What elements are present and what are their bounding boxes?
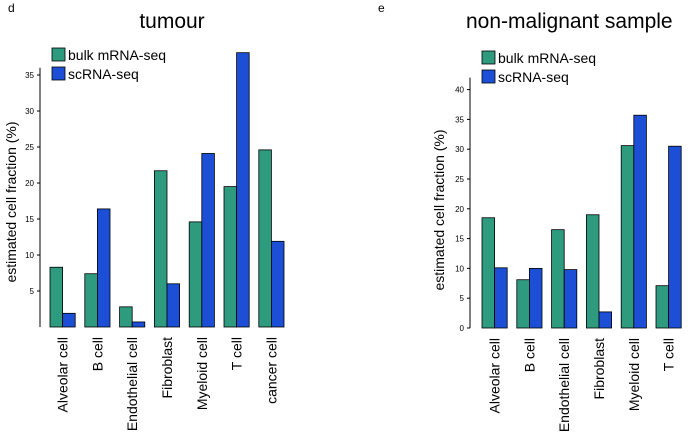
y-tick-label: 25 bbox=[455, 175, 464, 184]
legend: bulk mRNA-seq scRNA-seq bbox=[481, 50, 596, 85]
bar-bulk-t-cell bbox=[223, 186, 238, 328]
bar-sc-myeloid-cell bbox=[201, 153, 215, 328]
x-category-label: B cell bbox=[521, 338, 537, 372]
y-axis-label: estimated cell fraction (%) bbox=[3, 121, 19, 282]
chart-panel-non-malignant: e non-malignant sample estimated cell fr… bbox=[378, 1, 682, 432]
x-category-label: T cell bbox=[661, 338, 677, 371]
bar-bulk-alveolar-cell bbox=[481, 217, 496, 329]
bar-sc-endothelial-cell bbox=[563, 269, 578, 329]
bar-sc-b-cell bbox=[97, 208, 111, 328]
bar-bulk-endothelial-cell bbox=[119, 306, 133, 328]
y-tick-label: 25 bbox=[25, 143, 34, 152]
legend-swatch-bulk bbox=[51, 47, 66, 62]
bar-sc-alveolar-cell bbox=[62, 312, 76, 328]
legend-label-sc: scRNA-seq bbox=[498, 69, 569, 85]
bar-bulk-b-cell bbox=[84, 273, 98, 328]
legend-swatch-sc bbox=[481, 69, 496, 84]
legend-swatch-bulk bbox=[481, 50, 496, 65]
panel-letter: e bbox=[378, 1, 385, 15]
bar-sc-endothelial-cell bbox=[131, 321, 146, 328]
panel-letter: d bbox=[8, 1, 15, 15]
bar-bulk-b-cell bbox=[516, 279, 530, 329]
bar-sc-t-cell bbox=[668, 145, 682, 329]
legend-label-bulk: bulk mRNA-seq bbox=[68, 47, 166, 63]
bar-sc-t-cell bbox=[236, 52, 250, 328]
bar-sc-fibroblast bbox=[598, 311, 613, 329]
chart-panel-tumour: d tumour estimated cell fraction (%) bul… bbox=[3, 1, 285, 431]
x-category-label: B cell bbox=[89, 337, 105, 371]
legend-label-sc: scRNA-seq bbox=[68, 66, 139, 82]
bar-bulk-cancer-cell bbox=[258, 149, 272, 328]
y-tick-label: 35 bbox=[25, 71, 34, 80]
bar-bulk-fibroblast bbox=[153, 170, 168, 328]
x-category-label: Endothelial cell bbox=[556, 338, 572, 432]
y-tick-label: 10 bbox=[455, 264, 464, 273]
plot-area: 5 10 15 20 25 30 35 Alveolar cell B cell Endothel… bbox=[25, 52, 285, 431]
bar-bulk-myeloid-cell bbox=[620, 145, 635, 329]
legend-swatch-sc bbox=[51, 66, 66, 81]
bar-bulk-alveolar-cell bbox=[49, 266, 64, 328]
y-tick-label: 20 bbox=[25, 179, 34, 188]
legend: bulk mRNA-seq scRNA-seq bbox=[51, 47, 166, 82]
y-tick-label: 10 bbox=[25, 251, 34, 260]
bar-sc-fibroblast bbox=[166, 283, 181, 328]
y-tick-label: 0 bbox=[460, 324, 465, 333]
bar-bulk-endothelial-cell bbox=[551, 229, 565, 329]
bar-bulk-myeloid-cell bbox=[188, 221, 203, 328]
x-category-label: Fibroblast bbox=[159, 337, 175, 399]
y-tick-label: 20 bbox=[455, 205, 464, 214]
x-category-label: Myeloid cell bbox=[194, 337, 210, 410]
plot-area: 0 5 10 15 20 25 30 35 40 Alveolar cell B cell Endot… bbox=[455, 77, 682, 432]
legend-label-bulk: bulk mRNA-seq bbox=[498, 50, 596, 66]
x-category-label: Alveolar cell bbox=[487, 338, 503, 413]
x-category-label: Alveolar cell bbox=[55, 337, 71, 412]
y-tick-label: 5 bbox=[460, 294, 465, 303]
x-category-label: Myeloid cell bbox=[626, 338, 642, 411]
bar-sc-b-cell bbox=[529, 267, 543, 329]
bar-sc-myeloid-cell bbox=[633, 114, 647, 329]
y-tick-label: 5 bbox=[30, 287, 35, 296]
y-tick-label: 15 bbox=[25, 215, 34, 224]
x-category-label: Fibroblast bbox=[591, 338, 607, 400]
y-axis-label: estimated cell fraction (%) bbox=[431, 129, 447, 290]
bar-bulk-fibroblast bbox=[586, 214, 600, 329]
y-tick-label: 40 bbox=[455, 86, 464, 95]
bar-sc-cancer-cell bbox=[270, 240, 285, 328]
y-tick-label: 30 bbox=[25, 107, 34, 116]
chart-title: non-malignant sample bbox=[466, 10, 673, 33]
x-category-label: Endothelial cell bbox=[124, 337, 140, 431]
y-tick-label: 15 bbox=[455, 235, 464, 244]
x-category-label: T cell bbox=[229, 337, 245, 370]
chart-title: tumour bbox=[139, 10, 204, 33]
bar-sc-alveolar-cell bbox=[494, 267, 508, 329]
bar-bulk-t-cell bbox=[655, 285, 670, 329]
x-category-label: cancer cell bbox=[263, 337, 279, 404]
y-tick-label: 35 bbox=[455, 115, 464, 124]
y-tick-label: 30 bbox=[455, 145, 464, 154]
